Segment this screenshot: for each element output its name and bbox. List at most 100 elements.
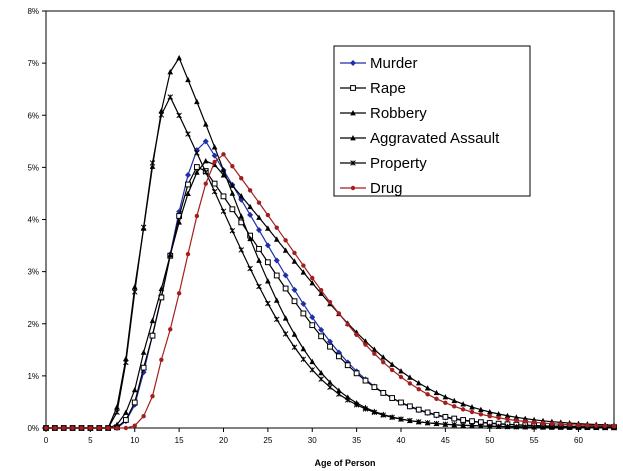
legend-item-drug: Drug bbox=[340, 180, 403, 197]
data-point bbox=[264, 242, 271, 249]
legend-label: Murder bbox=[370, 55, 418, 72]
series-rape bbox=[43, 164, 617, 431]
data-point bbox=[291, 344, 298, 351]
data-point bbox=[389, 414, 395, 421]
data-point bbox=[424, 420, 431, 426]
data-point bbox=[247, 235, 253, 242]
data-point bbox=[220, 193, 227, 200]
data-point bbox=[451, 422, 458, 428]
data-point bbox=[238, 247, 245, 253]
x-tick-label: 45 bbox=[441, 436, 450, 445]
x-tick-label: 10 bbox=[130, 436, 139, 445]
data-point bbox=[265, 278, 271, 284]
data-point bbox=[159, 357, 164, 362]
data-point bbox=[247, 211, 254, 218]
data-point bbox=[256, 246, 262, 252]
data-point bbox=[114, 425, 120, 431]
data-point bbox=[265, 225, 271, 231]
data-point bbox=[451, 415, 458, 422]
data-point bbox=[350, 185, 356, 191]
data-point bbox=[131, 399, 138, 406]
data-point bbox=[247, 188, 253, 193]
data-point bbox=[194, 213, 200, 219]
series-robbery bbox=[43, 54, 617, 431]
data-point bbox=[327, 343, 333, 350]
data-point bbox=[371, 409, 378, 416]
data-point bbox=[523, 419, 528, 424]
legend-item-property: Property bbox=[340, 155, 427, 172]
data-point bbox=[327, 379, 333, 385]
data-point bbox=[451, 397, 458, 404]
data-point bbox=[585, 423, 590, 428]
data-point bbox=[282, 247, 289, 253]
data-point bbox=[202, 138, 209, 145]
series-drug bbox=[43, 152, 617, 431]
data-point bbox=[478, 423, 484, 429]
data-point bbox=[229, 227, 236, 234]
legend-item-rape: Rape bbox=[340, 80, 406, 97]
data-point bbox=[353, 402, 360, 408]
data-point bbox=[149, 317, 156, 324]
data-point bbox=[309, 367, 316, 373]
data-point bbox=[185, 181, 191, 188]
data-point bbox=[239, 176, 244, 181]
y-tick-label: 6% bbox=[27, 111, 39, 120]
data-point bbox=[300, 310, 307, 317]
data-point bbox=[443, 400, 448, 406]
data-point bbox=[43, 425, 49, 431]
data-point bbox=[350, 160, 356, 166]
data-point bbox=[282, 272, 289, 279]
data-point bbox=[141, 413, 146, 419]
data-point bbox=[140, 224, 147, 230]
data-point bbox=[123, 409, 129, 415]
data-point bbox=[513, 414, 520, 420]
data-point bbox=[114, 404, 120, 410]
data-point bbox=[273, 272, 280, 279]
data-point bbox=[265, 300, 271, 307]
y-tick-label: 8% bbox=[27, 7, 39, 16]
data-point bbox=[416, 386, 421, 392]
data-point bbox=[371, 384, 378, 391]
data-point bbox=[336, 387, 342, 393]
data-point bbox=[389, 395, 396, 401]
data-point bbox=[123, 425, 129, 431]
legend-item-aggravated-assault: Aggravated Assault bbox=[340, 130, 500, 147]
data-point bbox=[309, 279, 316, 286]
data-point bbox=[415, 379, 422, 386]
data-point bbox=[434, 396, 439, 402]
data-point bbox=[79, 425, 84, 431]
data-point bbox=[256, 283, 262, 290]
x-tick-label: 5 bbox=[88, 436, 93, 445]
data-point bbox=[167, 94, 174, 100]
x-axis-title: Age of Person bbox=[314, 458, 375, 468]
data-point bbox=[131, 386, 138, 393]
data-point bbox=[344, 397, 351, 403]
data-point bbox=[336, 391, 342, 397]
data-point bbox=[558, 422, 563, 427]
x-tick-label: 55 bbox=[530, 436, 539, 445]
data-point bbox=[318, 287, 324, 293]
data-point bbox=[362, 377, 369, 384]
data-point bbox=[318, 376, 324, 382]
data-point bbox=[381, 359, 386, 365]
data-point bbox=[211, 152, 218, 159]
data-point bbox=[495, 411, 502, 417]
data-point bbox=[167, 68, 174, 75]
data-point bbox=[469, 422, 475, 429]
data-point bbox=[594, 423, 599, 428]
data-point bbox=[167, 252, 174, 258]
data-point bbox=[460, 422, 466, 429]
data-point bbox=[229, 190, 236, 196]
data-point bbox=[354, 332, 359, 338]
data-point bbox=[131, 289, 138, 295]
data-point bbox=[282, 285, 289, 292]
data-point bbox=[212, 159, 217, 165]
data-point bbox=[496, 415, 501, 421]
data-point bbox=[202, 169, 209, 175]
data-point bbox=[230, 164, 235, 169]
data-point bbox=[380, 412, 387, 418]
data-point bbox=[221, 152, 226, 157]
data-point bbox=[424, 385, 431, 391]
data-point bbox=[273, 236, 280, 242]
